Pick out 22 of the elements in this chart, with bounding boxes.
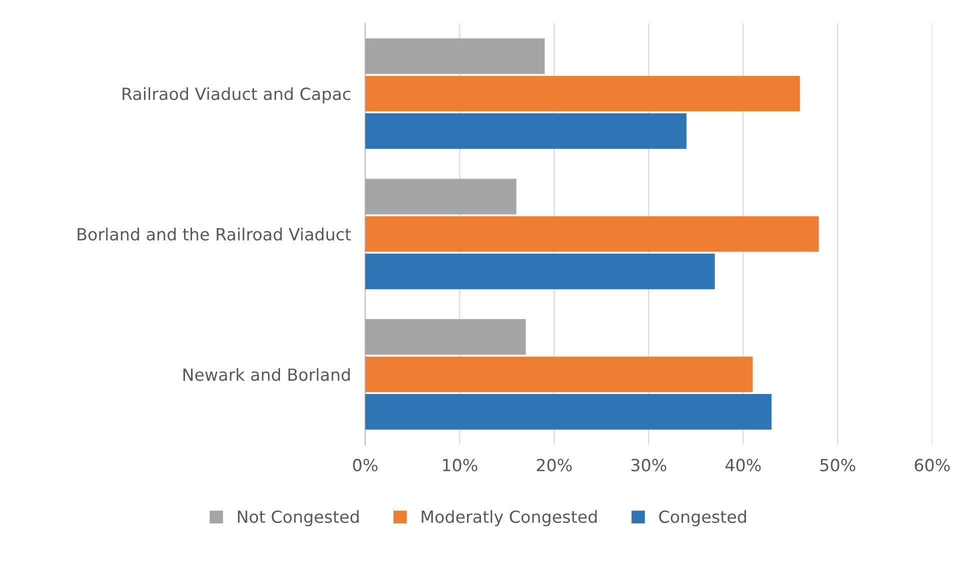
legend-label: Not Congested — [238, 510, 359, 526]
bar — [365, 38, 545, 74]
bar — [365, 216, 819, 252]
x-tick-label: 30% — [631, 458, 666, 472]
legend-label: Congested — [659, 510, 746, 526]
bar — [365, 254, 715, 290]
x-tick-label: 10% — [442, 458, 478, 472]
x-tick-label: 20% — [536, 458, 572, 472]
bar — [365, 319, 526, 355]
x-tick-label: 40% — [725, 458, 761, 472]
bar — [365, 178, 516, 214]
legend-label: Moderatly Congested — [422, 510, 597, 526]
y-tick-label: Railraod Viaduct and Capac — [122, 87, 350, 104]
x-tick-label: 0% — [353, 458, 378, 472]
y-tick-label: Borland and the Railroad Viaduct — [78, 228, 351, 241]
bar — [365, 394, 772, 430]
x-tick-label: 50% — [820, 458, 856, 472]
bar — [365, 356, 753, 392]
x-tick-label: 60% — [914, 458, 950, 472]
bar — [365, 76, 800, 112]
bar — [365, 113, 686, 149]
y-tick-label: Newark and Borland — [183, 368, 350, 381]
